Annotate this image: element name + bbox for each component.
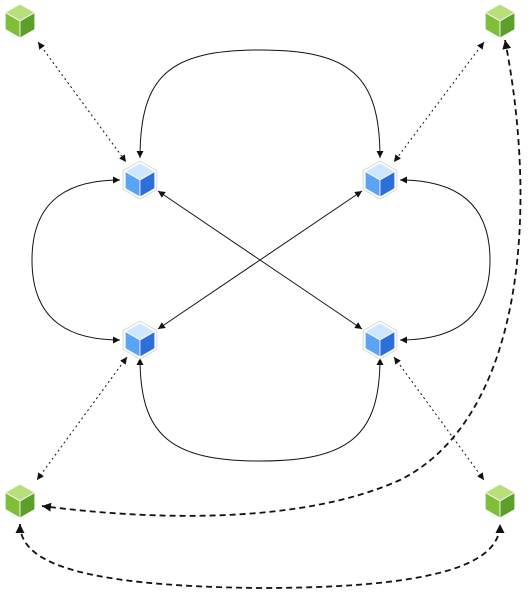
edge-dotted-bl: [36, 356, 128, 481]
nodes-layer: [4, 3, 516, 519]
cube-face-right: [139, 331, 156, 358]
blue-node-bottom-right[interactable]: [362, 320, 398, 360]
cube-face-right: [499, 12, 516, 39]
cube-icon: [484, 3, 516, 39]
cube-icon: [362, 320, 398, 360]
green-node-top-left[interactable]: [4, 3, 36, 39]
edge-dotted-tr: [393, 41, 485, 163]
green-node-bottom-left[interactable]: [4, 483, 36, 519]
blue-node-top-left[interactable]: [122, 160, 158, 200]
cube-icon: [122, 320, 158, 360]
cube-face-right: [139, 171, 156, 198]
blue-node-bottom-left[interactable]: [122, 320, 158, 360]
edge-dotted-tl: [37, 41, 127, 163]
cube-icon: [484, 483, 516, 519]
cube-face-right: [379, 331, 396, 358]
green-node-bottom-right[interactable]: [484, 483, 516, 519]
edge-dashed-bottom: [15, 523, 505, 589]
cube-face-right: [379, 171, 396, 198]
cube-icon: [4, 483, 36, 519]
cube-face-right: [19, 12, 36, 39]
edge-left-arc: [31, 176, 121, 344]
cube-face-right: [499, 492, 516, 519]
cube-icon: [122, 160, 158, 200]
edge-top-arc: [136, 49, 384, 159]
edge-dashed-right: [41, 39, 522, 517]
blue-node-top-right[interactable]: [362, 160, 398, 200]
cube-icon: [362, 160, 398, 200]
edge-right-arc: [399, 176, 491, 344]
green-node-top-right[interactable]: [484, 3, 516, 39]
cube-face-right: [19, 492, 36, 519]
edge-dotted-br: [393, 356, 485, 481]
edge-bottom-arc: [136, 357, 384, 462]
edges-layer: [15, 39, 522, 589]
cube-icon: [4, 3, 36, 39]
